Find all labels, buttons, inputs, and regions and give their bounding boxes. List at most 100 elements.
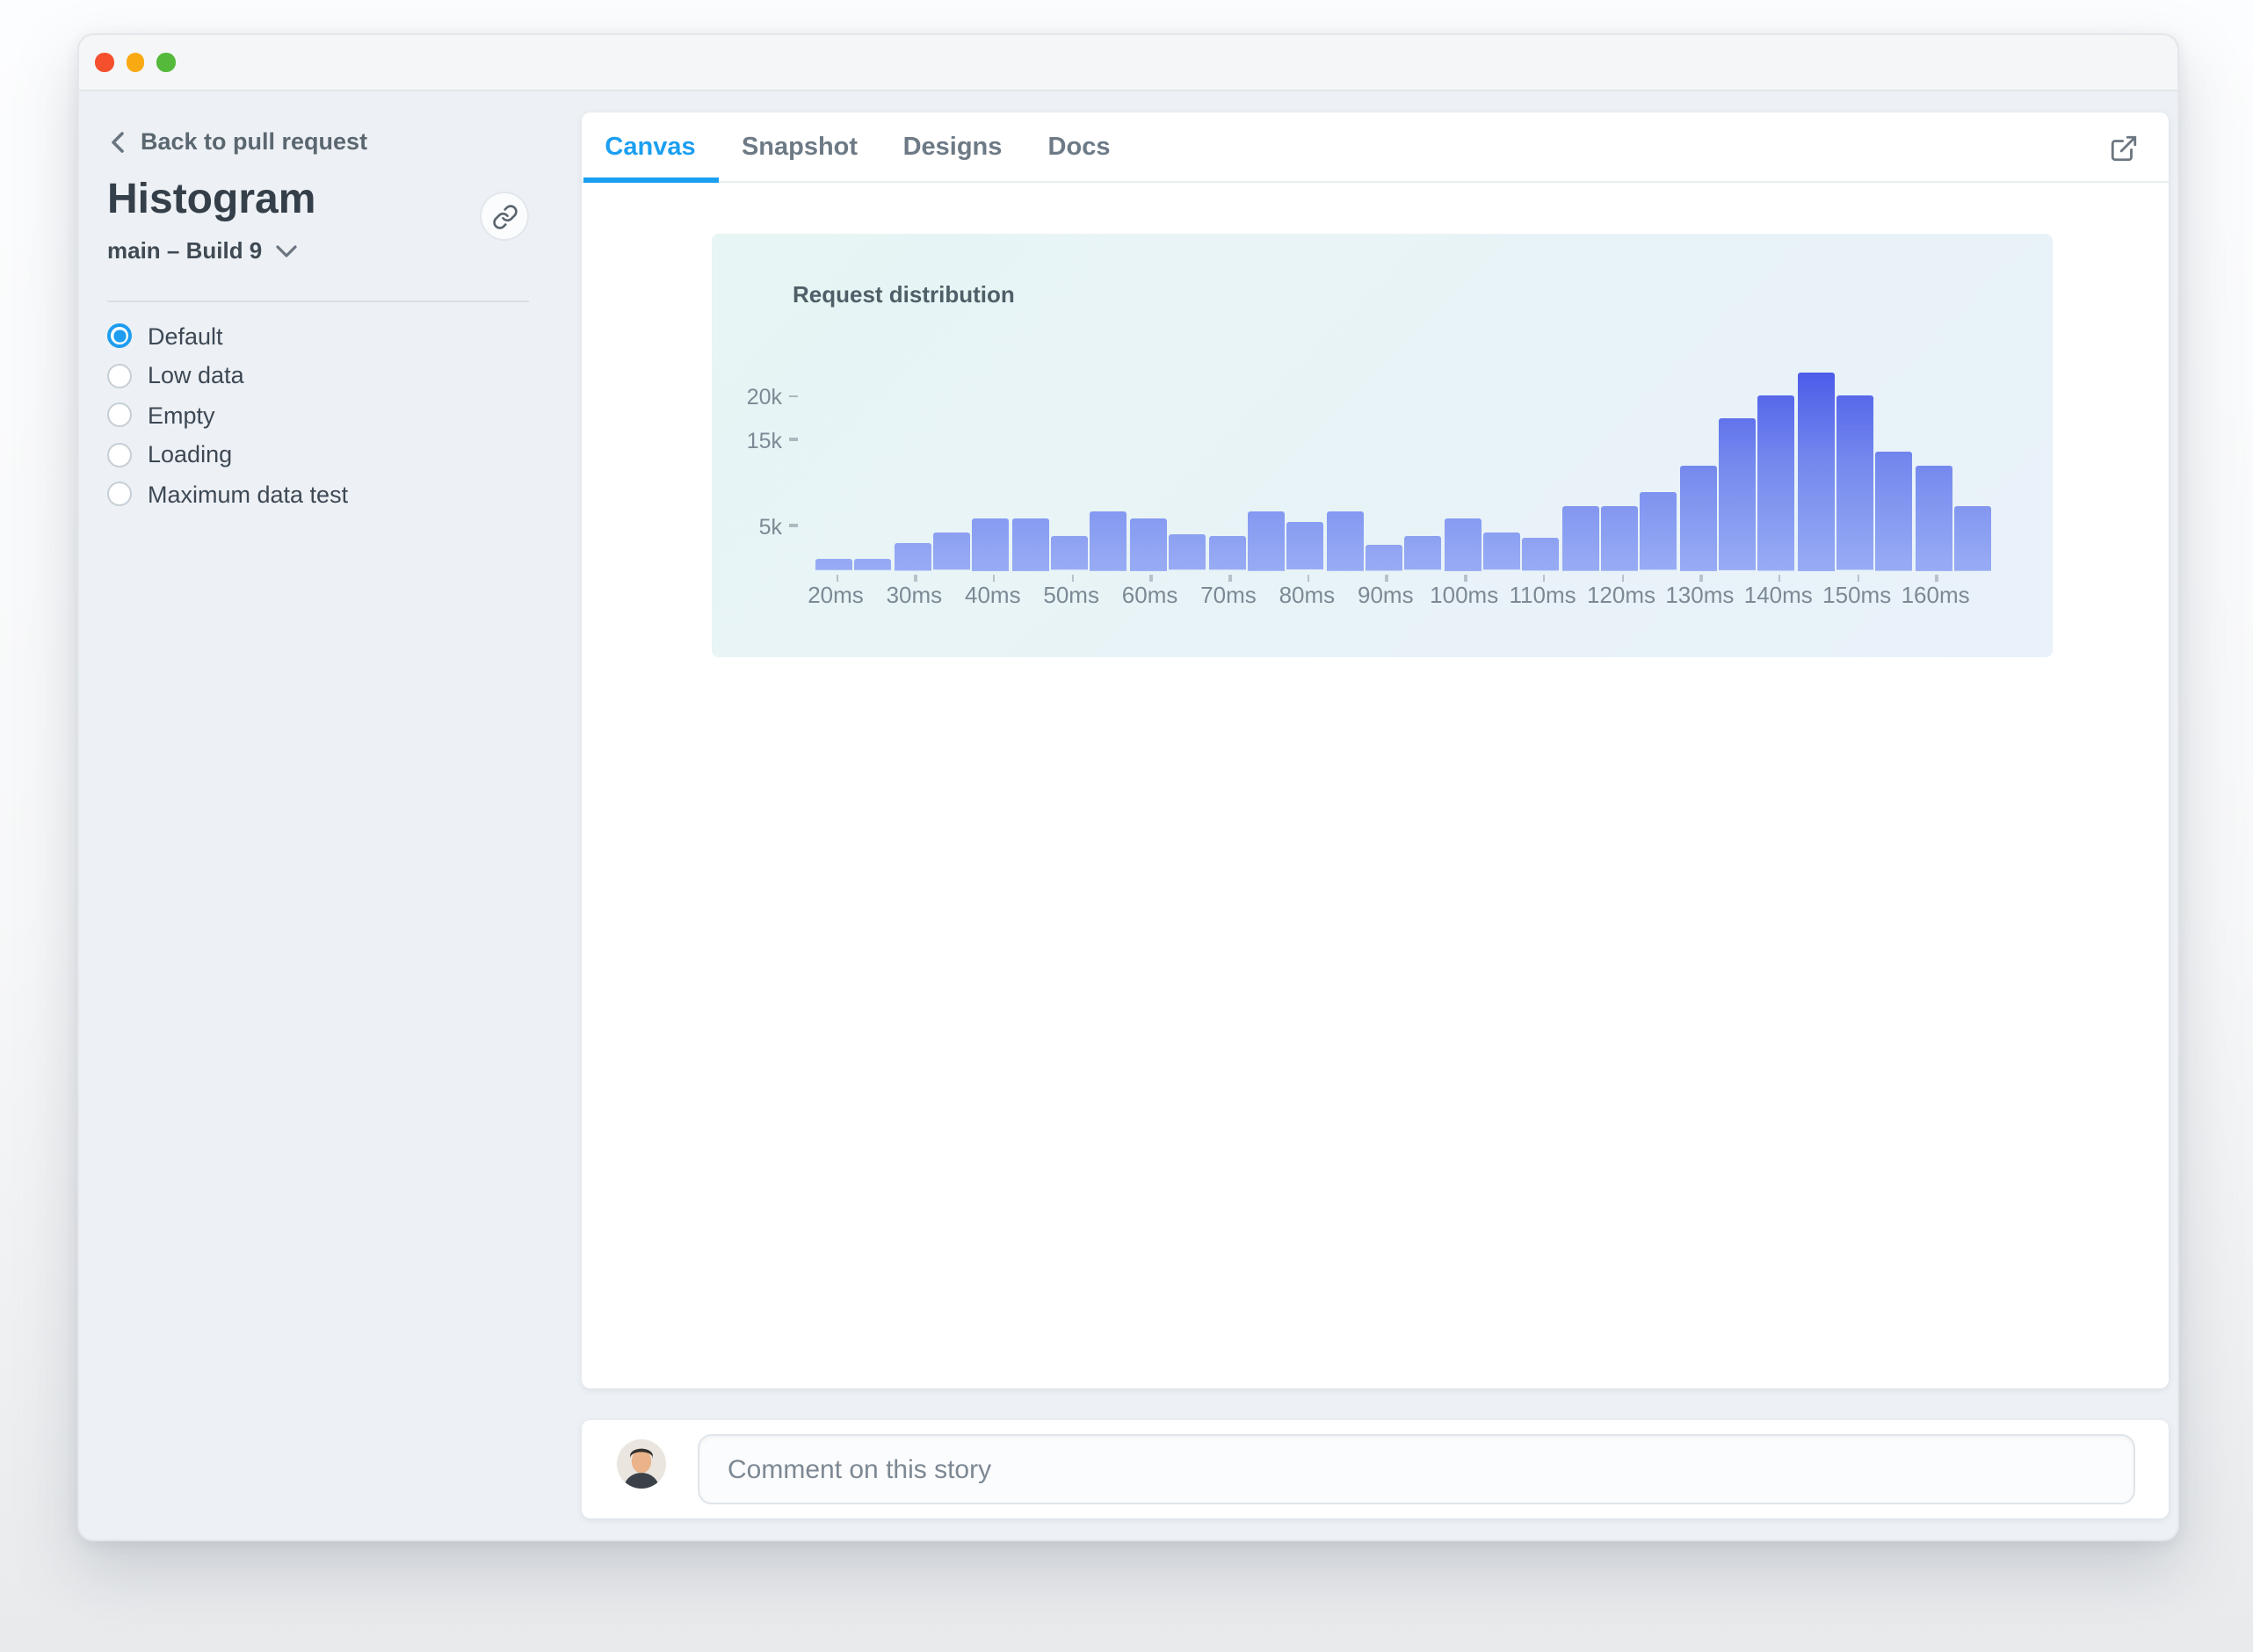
x-axis-tick-mark (914, 574, 917, 581)
x-axis-tick-label: 130ms (1665, 582, 1735, 608)
histogram-bar-115ms (1561, 505, 1599, 570)
branch-build-label: main – Build 9 (107, 237, 263, 264)
story-item-empty[interactable]: Empty (107, 395, 547, 435)
story-item-default[interactable]: Default (107, 316, 547, 356)
tab-snapshot[interactable]: Snapshot (741, 134, 858, 162)
tab-canvas[interactable]: Canvas (605, 134, 696, 162)
x-axis-tick-mark (1935, 574, 1938, 581)
histogram-bar-25ms (854, 559, 892, 570)
y-axis-tick-label: 5k (758, 514, 782, 540)
x-axis-tick-mark (1071, 574, 1075, 581)
histogram-bar-165ms (1954, 505, 1992, 570)
x-axis-tick-mark (1621, 574, 1624, 581)
window-close-button[interactable] (95, 53, 113, 72)
window-content: Back to pull request Histogram main – Bu… (79, 91, 2177, 1540)
histogram-bar-125ms (1640, 492, 1677, 570)
story-item-label: Loading (148, 441, 233, 468)
x-axis-tick-mark (836, 574, 838, 581)
x-axis-tick-label: 40ms (964, 582, 1021, 608)
window-zoom-button[interactable] (156, 53, 175, 72)
radio-selected-icon[interactable] (107, 323, 132, 349)
y-axis-tick-mark (789, 524, 798, 527)
link-icon (491, 203, 518, 229)
story-item-loading[interactable]: Loading (107, 435, 547, 475)
x-axis-tick-label: 30ms (886, 582, 943, 608)
tab-docs[interactable]: Docs (1047, 134, 1111, 162)
histogram-bar-130ms (1679, 465, 1717, 570)
histogram-bar-135ms (1719, 418, 1757, 570)
story-list: Default Low data Empty Loading Maximum data … (107, 316, 547, 514)
page-title: Histogram (107, 176, 316, 223)
window-minimize-button[interactable] (126, 53, 144, 72)
histogram-bar-30ms (894, 542, 931, 570)
comment-input[interactable] (698, 1434, 2135, 1504)
open-in-new-window-button[interactable] (2109, 134, 2139, 163)
back-to-pull-request-link[interactable]: Back to pull request (111, 128, 367, 155)
story-canvas-panel: Canvas Snapshot Designs Docs Request distri… (582, 112, 2169, 1388)
story-item-low-data[interactable]: Low data (107, 356, 547, 395)
comment-bar (582, 1420, 2169, 1518)
x-axis-tick-mark (992, 574, 996, 581)
histogram-bar-160ms (1915, 465, 1952, 570)
histogram-bar-35ms (933, 533, 971, 570)
app-window: Back to pull request Histogram main – Bu… (77, 33, 2179, 1541)
radio-icon[interactable] (107, 442, 132, 467)
story-item-maximum-data-test[interactable]: Maximum data test (107, 475, 547, 514)
tab-designs[interactable]: Designs (902, 134, 1003, 162)
active-tab-underline (583, 178, 719, 183)
x-axis-tick-mark (1149, 574, 1153, 581)
x-axis-tick-mark (1699, 574, 1703, 581)
histogram-bar-50ms (1051, 536, 1089, 570)
x-axis-tick-label: 140ms (1743, 582, 1813, 608)
y-axis-tick-label: 15k (746, 428, 782, 453)
histogram-bar-95ms (1404, 536, 1442, 570)
back-link-label: Back to pull request (141, 128, 368, 155)
histogram-bar-110ms (1522, 537, 1560, 570)
histogram-bar-70ms (1208, 536, 1245, 570)
x-axis-tick-label: 80ms (1279, 582, 1336, 608)
chevron-down-icon (276, 243, 297, 257)
x-axis-tick-label: 50ms (1043, 582, 1099, 608)
sidebar-divider (107, 301, 529, 302)
y-axis-tick-label: 20k (746, 385, 782, 410)
histogram-bar-55ms (1090, 511, 1127, 570)
x-axis-tick-label: 70ms (1200, 582, 1257, 608)
sidebar: Back to pull request Histogram main – Bu… (79, 91, 582, 1540)
histogram-bar-40ms (972, 518, 1010, 570)
branch-build-selector[interactable]: main – Build 9 (107, 237, 297, 264)
x-axis-tick-mark (1464, 574, 1467, 581)
x-axis-tick-label: 110ms (1509, 582, 1576, 608)
histogram-bar-105ms (1482, 533, 1520, 570)
histogram-bar-80ms (1286, 522, 1324, 570)
x-axis-tick-label: 120ms (1586, 582, 1656, 608)
histogram-chart: Request distribution 20k 15k 5k 20ms 30ms 40m… (712, 234, 2053, 657)
x-axis-tick-label: 100ms (1430, 582, 1499, 608)
histogram-bar-155ms (1875, 451, 1913, 570)
x-axis-tick-mark (1307, 574, 1310, 581)
histogram-bar-20ms (815, 559, 852, 570)
radio-icon[interactable] (107, 482, 132, 507)
copy-link-button[interactable] (480, 192, 529, 241)
x-axis-tick-mark (1542, 574, 1546, 581)
x-axis-tick-mark (1385, 574, 1388, 581)
histogram-bar-100ms (1444, 518, 1481, 570)
histogram-bar-45ms (1011, 518, 1049, 570)
story-item-label: Default (148, 322, 223, 350)
avatar (617, 1439, 666, 1489)
y-axis-tick-mark (789, 438, 798, 441)
x-axis-tick-label: 90ms (1357, 582, 1414, 608)
story-item-label: Maximum data test (148, 481, 349, 508)
x-axis-tick-mark (1228, 574, 1231, 581)
story-item-label: Low data (148, 362, 244, 389)
chart-title: Request distribution (793, 281, 1015, 308)
x-axis-tick-mark (1857, 574, 1860, 581)
x-axis-tick-label: 20ms (808, 582, 864, 608)
radio-icon[interactable] (107, 402, 132, 428)
histogram-bar-140ms (1757, 395, 1795, 570)
radio-icon[interactable] (107, 363, 132, 388)
x-axis-tick-label: 150ms (1822, 582, 1892, 608)
external-link-icon (2109, 134, 2139, 163)
tab-bar: Canvas Snapshot Designs Docs (582, 112, 2169, 183)
histogram-bar-85ms (1326, 511, 1364, 570)
